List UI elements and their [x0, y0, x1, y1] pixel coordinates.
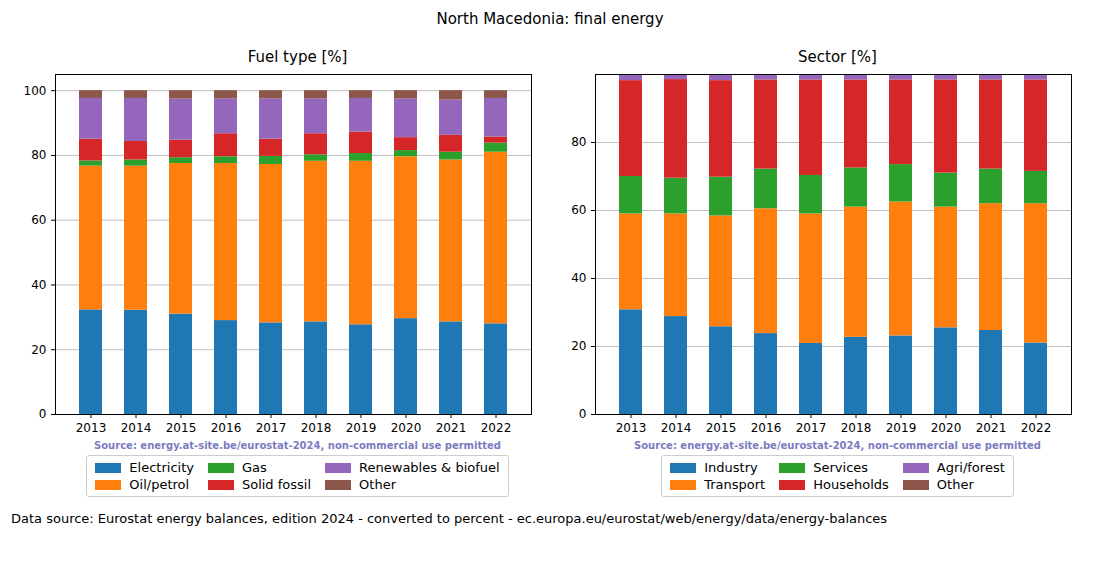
svg-text:2014: 2014	[661, 421, 692, 435]
svg-text:2016: 2016	[751, 421, 782, 435]
svg-text:2021: 2021	[436, 421, 467, 435]
svg-text:2018: 2018	[301, 421, 332, 435]
html-text:Gas: Gas	[241, 460, 267, 475]
svg-text:20: 20	[571, 339, 586, 353]
html-text:Source: energy.at-site.be/euro: Source: energy.at-site.be/eurostat-2024,…	[94, 440, 501, 451]
svg-text:100: 100	[24, 84, 47, 98]
html-text:Industry: Industry	[704, 460, 758, 475]
svg-text:2015: 2015	[706, 421, 737, 435]
html-text:Solid fossil: Solid fossil	[241, 477, 312, 492]
svg-text:40: 40	[31, 278, 46, 292]
svg-text:2020: 2020	[931, 421, 962, 435]
svg-text:80: 80	[31, 148, 46, 162]
svg-text:0: 0	[579, 407, 587, 421]
html-text:Source: energy.at-site.be/euro: Source: energy.at-site.be/eurostat-2024,…	[634, 440, 1041, 451]
html-text:Transport: Transport	[704, 477, 766, 492]
html-text:Renewables & biofuel: Renewables & biofuel	[359, 460, 500, 475]
html-text:Services: Services	[813, 460, 869, 475]
svg-text:2019: 2019	[886, 421, 917, 435]
svg-text:2016: 2016	[211, 421, 242, 435]
html-text:Oil/petrol: Oil/petrol	[129, 477, 190, 492]
html-text:Electricity: Electricity	[129, 460, 194, 475]
svg-text:2015: 2015	[166, 421, 197, 435]
svg-text:2022: 2022	[481, 421, 512, 435]
html-text:North Macedonia: final energy: North Macedonia: final energy	[436, 10, 664, 28]
html-text:Fuel type [%]: Fuel type [%]	[247, 48, 348, 66]
svg-text:2022: 2022	[1021, 421, 1052, 435]
svg-text:20: 20	[31, 343, 46, 357]
svg-text:60: 60	[31, 213, 46, 227]
html-text:Other: Other	[359, 477, 396, 492]
html-text:Households: Households	[813, 477, 889, 492]
svg-text:0: 0	[39, 407, 47, 421]
svg-text:2020: 2020	[391, 421, 422, 435]
svg-text:2018: 2018	[841, 421, 872, 435]
svg-text:2017: 2017	[256, 421, 287, 435]
svg-text:2017: 2017	[796, 421, 827, 435]
svg-text:2014: 2014	[121, 421, 152, 435]
html-text:Data source: Eurostat energy b: Data source: Eurostat energy balances, e…	[11, 511, 888, 526]
html-text:Agri/forest: Agri/forest	[936, 460, 1005, 475]
svg-text:60: 60	[571, 203, 586, 217]
svg-text:80: 80	[571, 135, 586, 149]
svg-text:2019: 2019	[346, 421, 377, 435]
html-text:Sector [%]: Sector [%]	[798, 48, 877, 66]
svg-text:2021: 2021	[976, 421, 1007, 435]
html-text:Other: Other	[936, 477, 974, 492]
svg-text:2013: 2013	[616, 421, 647, 435]
svg-text:40: 40	[571, 271, 586, 285]
svg-text:2013: 2013	[76, 421, 107, 435]
